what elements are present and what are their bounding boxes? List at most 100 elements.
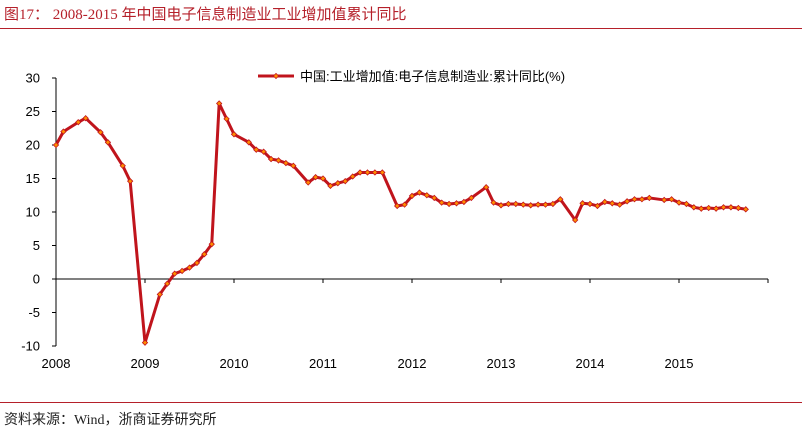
data-point [201, 251, 208, 258]
data-point [305, 179, 312, 186]
source-divider [0, 402, 802, 403]
data-point [371, 169, 379, 176]
data-point [356, 169, 364, 176]
data-point [668, 196, 675, 203]
data-point [483, 184, 490, 191]
x-tick-label: 2012 [398, 356, 427, 371]
data-point [690, 204, 697, 211]
data-point [735, 204, 742, 212]
data-point [712, 205, 720, 212]
data-point [534, 201, 542, 208]
data-point [401, 201, 408, 208]
data-point [127, 178, 134, 185]
x-tick-label: 2008 [42, 356, 71, 371]
legend: 中国:工业增加值:电子信息制造业:累计同比(%) [258, 69, 565, 84]
x-tick-label: 2009 [131, 356, 160, 371]
data-point [282, 159, 290, 167]
data-point [675, 199, 683, 206]
data-point [609, 200, 616, 207]
data-point [267, 155, 275, 163]
data-point [623, 198, 631, 205]
y-tick-label: 10 [26, 205, 40, 220]
data-point [505, 200, 512, 208]
data-point [408, 192, 416, 200]
data-point [742, 206, 749, 213]
data-point [186, 264, 193, 271]
data-point [631, 196, 638, 203]
data-point [245, 139, 252, 146]
data-point [290, 162, 297, 169]
title-divider [0, 28, 802, 29]
y-tick-label: -5 [28, 305, 40, 320]
data-point [646, 194, 653, 202]
data-point [490, 199, 497, 206]
data-point [253, 146, 260, 153]
data-point [661, 196, 668, 204]
data-point [349, 173, 356, 180]
data-point [557, 196, 564, 203]
data-point [616, 201, 623, 208]
data-point [178, 267, 186, 275]
data-point [720, 204, 727, 211]
series-group [52, 100, 749, 346]
x-tick-label: 2011 [309, 356, 337, 371]
data-point [141, 339, 149, 346]
data-point [75, 119, 82, 126]
source-note: 资料来源：Wind，浙商证券研究所 [4, 413, 217, 428]
data-point [82, 115, 89, 122]
y-tick-label: 30 [26, 71, 40, 86]
data-point [260, 148, 267, 155]
data-point [97, 129, 104, 136]
data-point [193, 259, 201, 267]
line-chart: -10 -5 0 5 10 15 20 25 30 2008 2009 2010 2011 2012 20… [21, 69, 769, 371]
data-point [60, 128, 67, 135]
data-point [379, 169, 386, 176]
data-point [579, 200, 586, 207]
data-point [512, 200, 519, 208]
data-point [549, 200, 557, 208]
data-point [431, 194, 438, 202]
data-point [52, 141, 60, 149]
data-point [342, 178, 349, 185]
data-point [156, 291, 163, 298]
y-axis-group: -10 -5 0 5 10 15 20 25 30 [21, 71, 57, 354]
x-tick-label: 2015 [665, 356, 694, 371]
y-tick-label: 0 [33, 272, 40, 287]
x-tick-label: 2013 [487, 356, 516, 371]
y-tick-label: 20 [26, 138, 40, 153]
data-point [586, 200, 594, 208]
y-tick-label: 15 [26, 171, 40, 186]
data-point [164, 280, 171, 287]
data-point [423, 192, 430, 199]
data-point [230, 131, 238, 138]
data-point [497, 202, 505, 209]
data-point [638, 196, 646, 203]
data-point [208, 240, 215, 248]
data-point [312, 173, 319, 181]
series-line [54, 101, 747, 345]
data-point [104, 139, 112, 146]
legend-marker [272, 72, 280, 80]
data-point [416, 189, 423, 196]
data-point [468, 194, 475, 202]
data-point [527, 202, 534, 209]
data-point [683, 200, 690, 208]
data-point [216, 100, 223, 107]
y-tick-label: 5 [33, 238, 40, 253]
data-point [572, 216, 579, 224]
data-point [394, 202, 401, 210]
x-tick-label: 2010 [220, 356, 249, 371]
data-point [594, 202, 601, 210]
data-point [364, 169, 371, 176]
data-point [334, 180, 341, 187]
figure-title: 图17： 2008-2015 年中国电子信息制造业工业增加值累计同比 [4, 7, 407, 23]
data-point [438, 199, 445, 206]
data-point [601, 198, 608, 206]
y-tick-label: 25 [26, 104, 40, 119]
data-point [460, 198, 468, 206]
data-point [319, 175, 327, 182]
y-tick-label: -10 [21, 339, 40, 354]
data-point [275, 157, 282, 164]
data-point [171, 270, 178, 277]
x-tick-label: 2014 [576, 356, 605, 371]
